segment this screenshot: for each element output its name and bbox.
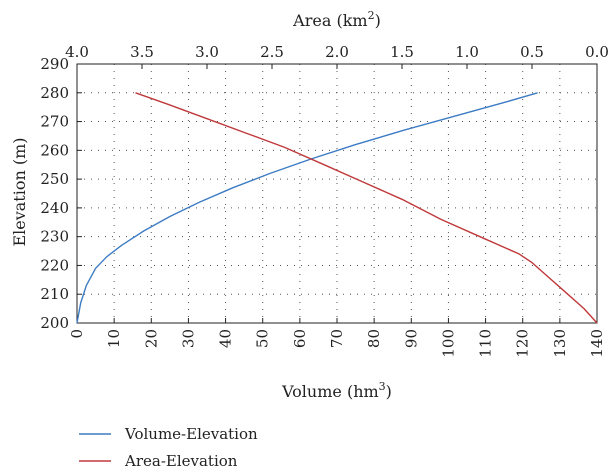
legend-label: Area-Elevation [124, 452, 238, 470]
bottom-tick-label: 40 [217, 329, 235, 348]
bottom-tick-label: 0 [68, 329, 86, 339]
plot-frame [76, 63, 598, 324]
legend-label: Volume-Elevation [124, 425, 258, 443]
bottom-tick-label: 30 [179, 329, 197, 348]
bottom-tick-label: 10 [105, 329, 123, 348]
bottom-tick-label: 100 [439, 329, 457, 358]
bottom-axis-title-main: Volume (hm [281, 382, 379, 401]
bottom-tick-label: 20 [142, 329, 160, 348]
y-tick-label: 270 [40, 113, 69, 131]
top-tick-label: 2.5 [260, 43, 284, 61]
y-tick-label: 280 [40, 84, 69, 102]
top-axis-title-main: Area (km [292, 11, 367, 30]
bottom-tick-label: 140 [588, 329, 606, 358]
top-axis-title: Area (km2) [292, 9, 381, 30]
axes-layer: 0 10 20 30 40 50 60 70 80 90 100 110 120 130 140 4.0 3.5… [40, 43, 609, 358]
y-tick-label: 210 [40, 285, 69, 303]
y-tick-label: 260 [40, 141, 69, 159]
bottom-axis-title-tail: ) [386, 382, 392, 401]
bottom-tick-label: 80 [365, 329, 383, 348]
series-line-volume-elevation [76, 92, 538, 324]
bottom-tick-label: 130 [551, 329, 569, 358]
y-tick-label: 220 [40, 256, 69, 274]
bottom-tick-label: 120 [514, 329, 532, 358]
y-tick-label: 240 [40, 199, 69, 217]
legend: Volume-Elevation Area-Elevation [79, 425, 258, 470]
bottom-tick-label: 60 [291, 329, 309, 348]
top-tick-label: 1.5 [390, 43, 414, 61]
top-tick-label: 3.5 [130, 43, 154, 61]
bottom-tick-label: 70 [328, 329, 346, 348]
grid-layer [77, 64, 597, 323]
top-tick-label: 0.0 [585, 43, 609, 61]
top-axis-title-tail: ) [375, 11, 381, 30]
bottom-tick-label: 50 [254, 329, 272, 348]
bottom-axis-title: Volume (hm3) [281, 380, 392, 401]
bottom-axis-title-sup: 3 [379, 380, 386, 393]
y-tick-label: 230 [40, 228, 69, 246]
y-tick-label: 290 [40, 55, 69, 73]
y-axis-title: Elevation (m) [10, 137, 29, 246]
top-tick-label: 4.0 [65, 43, 89, 61]
top-tick-label: 3.0 [195, 43, 219, 61]
top-axis-title-sup: 2 [368, 9, 375, 22]
top-tick-label: 2.0 [325, 43, 349, 61]
bottom-tick-label: 110 [477, 329, 495, 358]
series-layer [76, 92, 598, 324]
bottom-tick-label: 90 [402, 329, 420, 348]
top-tick-label: 1.0 [455, 43, 479, 61]
y-tick-label: 250 [40, 170, 69, 188]
y-tick-label: 200 [40, 314, 69, 332]
series-line-area-elevation [135, 92, 598, 324]
top-tick-label: 0.5 [520, 43, 544, 61]
